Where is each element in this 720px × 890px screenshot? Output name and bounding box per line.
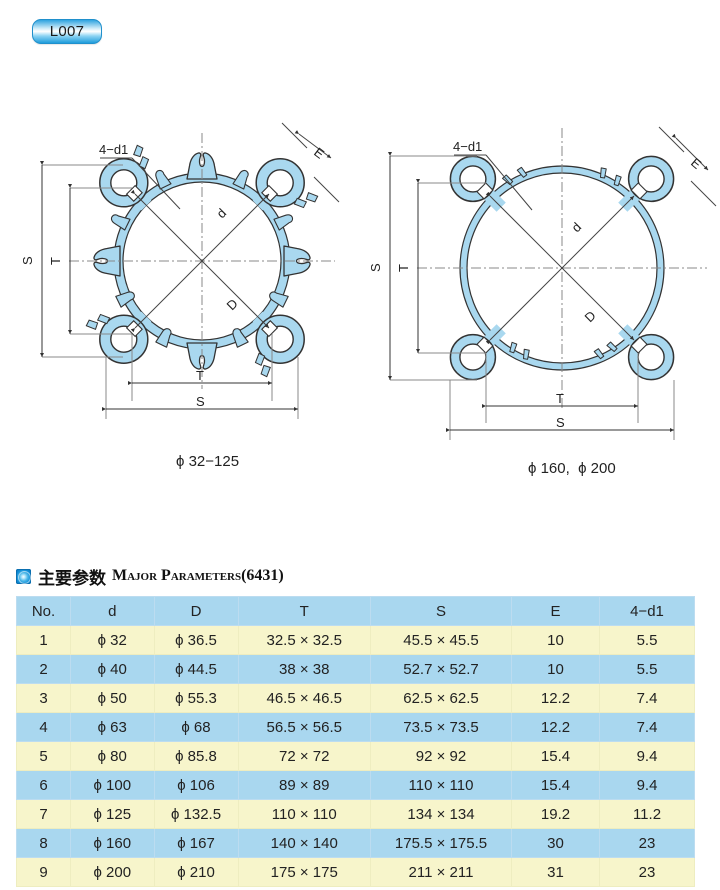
svg-text:T: T	[48, 257, 63, 265]
svg-text:T: T	[196, 368, 204, 383]
svg-text:D: D	[224, 296, 241, 313]
svg-text:S: S	[20, 256, 35, 265]
svg-text:T: T	[396, 264, 411, 272]
svg-text:S: S	[556, 415, 565, 430]
svg-text:4−d1: 4−d1	[99, 142, 128, 157]
svg-text:D: D	[582, 308, 599, 325]
svg-text:ϕ 160, ϕ 200: ϕ 160, ϕ 200	[528, 460, 616, 477]
svg-text:ϕ 32−125: ϕ 32−125	[176, 453, 239, 470]
svg-text:d: d	[569, 219, 585, 235]
svg-text:S: S	[196, 394, 205, 409]
svg-text:4−d1: 4−d1	[453, 139, 482, 154]
svg-text:d: d	[214, 205, 230, 221]
svg-text:S: S	[368, 263, 383, 272]
svg-text:T: T	[556, 391, 564, 406]
